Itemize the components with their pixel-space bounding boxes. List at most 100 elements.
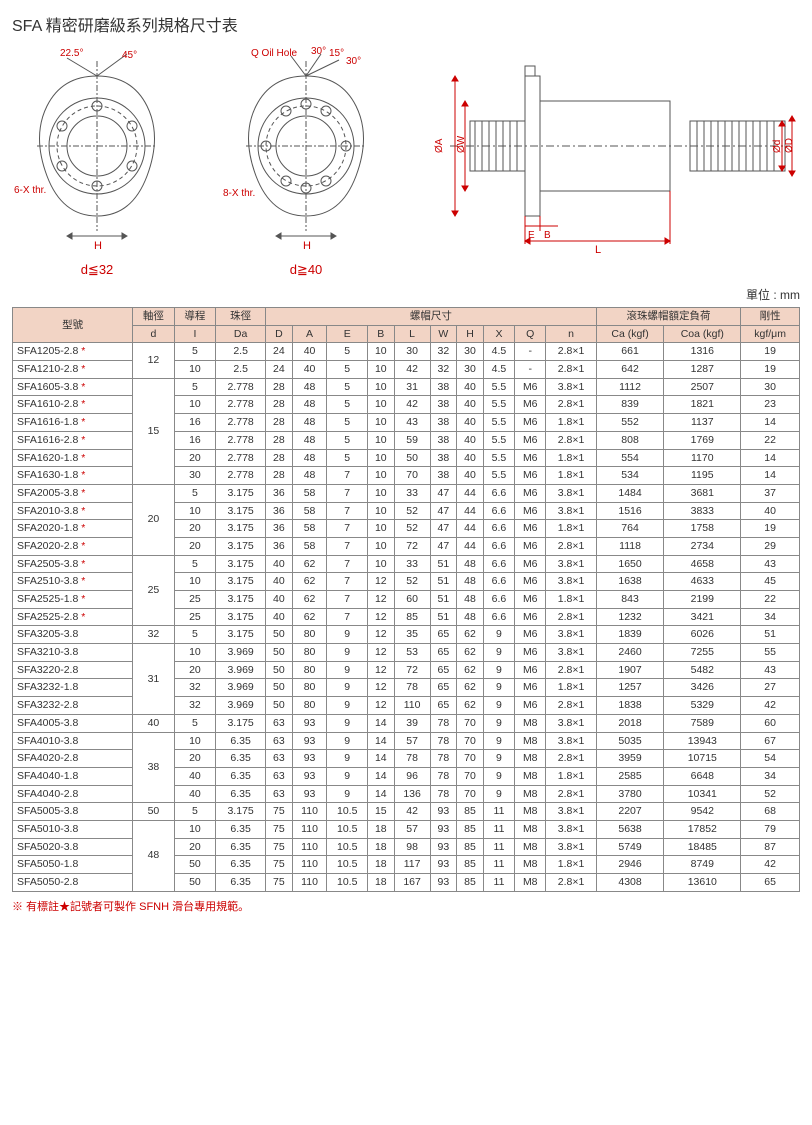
- cell-W: 93: [430, 838, 457, 856]
- cell-n: 2.8×1: [546, 396, 596, 414]
- cell-L: 60: [394, 591, 430, 609]
- cell-H: 70: [457, 732, 484, 750]
- cell-B: 15: [368, 803, 395, 821]
- oil-hole-label: Q Oil Hole: [251, 48, 298, 59]
- cell-E: 5: [327, 431, 368, 449]
- table-row: SFA2505-3.8 *2553.17540627103351486.6M63…: [13, 555, 800, 573]
- cell-model: SFA2525-1.8 *: [13, 591, 133, 609]
- table-row: SFA1210-2.8 *102.524405104232304.5-2.8×1…: [13, 361, 800, 379]
- diagram-side-view: ØA ØW Ød ØD E B L: [430, 46, 800, 278]
- cell-Coa: 1170: [664, 449, 741, 467]
- th-Coa: Coa (kgf): [664, 325, 741, 343]
- cell-B: 10: [368, 484, 395, 502]
- cell-I: 10: [174, 361, 215, 379]
- cell-H: 44: [457, 484, 484, 502]
- th-A: A: [292, 325, 327, 343]
- th-Da: Da: [216, 325, 266, 343]
- cell-model: SFA4010-3.8: [13, 732, 133, 750]
- cell-I: 32: [174, 679, 215, 697]
- cell-L: 33: [394, 484, 430, 502]
- cell-Da: 3.175: [216, 502, 266, 520]
- cell-model: SFA3220-2.8: [13, 661, 133, 679]
- cell-model: SFA1605-3.8 *: [13, 378, 133, 396]
- cell-W: 38: [430, 396, 457, 414]
- cell-k: 22: [741, 431, 800, 449]
- cell-E: 5: [327, 343, 368, 361]
- angle-label: 22.5°: [60, 48, 83, 59]
- cell-Da: 2.778: [216, 431, 266, 449]
- footnote: ※ 有標註★記號者可製作 SFNH 滑台專用規範。: [12, 898, 800, 914]
- cell-E: 10.5: [327, 874, 368, 892]
- cell-k: 68: [741, 803, 800, 821]
- cell-Da: 3.175: [216, 520, 266, 538]
- cell-L: 42: [394, 803, 430, 821]
- cell-B: 12: [368, 679, 395, 697]
- cell-D: 36: [266, 520, 293, 538]
- cell-I: 5: [174, 714, 215, 732]
- cell-Q: M6: [515, 502, 546, 520]
- cell-E: 5: [327, 378, 368, 396]
- cell-n: 2.8×1: [546, 750, 596, 768]
- cell-k: 67: [741, 732, 800, 750]
- cell-I: 10: [174, 732, 215, 750]
- cell-E: 10.5: [327, 803, 368, 821]
- table-row: SFA1620-1.8 *202.77828485105038405.5M61.…: [13, 449, 800, 467]
- cell-k: 34: [741, 608, 800, 626]
- cell-X: 6.6: [483, 502, 514, 520]
- cell-n: 2.8×1: [546, 608, 596, 626]
- cell-Q: M8: [515, 750, 546, 768]
- cell-D: 63: [266, 785, 293, 803]
- table-row: SFA5050-2.8506.357511010.518167938511M82…: [13, 874, 800, 892]
- cell-k: 19: [741, 520, 800, 538]
- cell-n: 3.8×1: [546, 555, 596, 573]
- cell-H: 70: [457, 767, 484, 785]
- cell-k: 34: [741, 767, 800, 785]
- cell-model: SFA2020-1.8 *: [13, 520, 133, 538]
- cell-Ca: 1484: [596, 484, 664, 502]
- cell-D: 36: [266, 502, 293, 520]
- cell-k: 51: [741, 626, 800, 644]
- cell-X: 6.6: [483, 520, 514, 538]
- cell-W: 93: [430, 820, 457, 838]
- cell-E: 5: [327, 361, 368, 379]
- cell-Da: 3.175: [216, 714, 266, 732]
- cell-I: 25: [174, 591, 215, 609]
- cell-I: 5: [174, 484, 215, 502]
- cell-Coa: 1769: [664, 431, 741, 449]
- cell-D: 63: [266, 767, 293, 785]
- angle-label: 15°: [329, 48, 344, 59]
- table-row: SFA1205-2.8 *1252.524405103032304.5-2.8×…: [13, 343, 800, 361]
- cell-A: 93: [292, 732, 327, 750]
- cell-Ca: 2207: [596, 803, 664, 821]
- cell-Coa: 6648: [664, 767, 741, 785]
- cell-A: 48: [292, 449, 327, 467]
- cell-L: 98: [394, 838, 430, 856]
- cell-Da: 6.35: [216, 856, 266, 874]
- cell-H: 40: [457, 396, 484, 414]
- cell-k: 43: [741, 555, 800, 573]
- cell-n: 2.8×1: [546, 361, 596, 379]
- cell-A: 80: [292, 644, 327, 662]
- cell-A: 62: [292, 591, 327, 609]
- cell-H: 62: [457, 661, 484, 679]
- cell-k: 42: [741, 856, 800, 874]
- cell-Ca: 2585: [596, 767, 664, 785]
- cell-D: 36: [266, 484, 293, 502]
- cell-X: 4.5: [483, 361, 514, 379]
- cell-Ca: 5035: [596, 732, 664, 750]
- cell-E: 5: [327, 396, 368, 414]
- cell-d: 25: [133, 555, 174, 626]
- cell-Coa: 13610: [664, 874, 741, 892]
- cell-I: 40: [174, 785, 215, 803]
- table-row: SFA1630-1.8 *302.77828487107038405.5M61.…: [13, 467, 800, 485]
- cell-L: 136: [394, 785, 430, 803]
- cell-Ca: 1638: [596, 573, 664, 591]
- cell-E: 7: [327, 555, 368, 573]
- cell-Da: 3.175: [216, 803, 266, 821]
- cell-W: 65: [430, 679, 457, 697]
- cell-A: 93: [292, 750, 327, 768]
- thread-label: 6-X thr.: [14, 185, 46, 196]
- cell-X: 6.6: [483, 573, 514, 591]
- table-row: SFA5010-3.848106.357511010.51857938511M8…: [13, 820, 800, 838]
- cell-X: 6.6: [483, 484, 514, 502]
